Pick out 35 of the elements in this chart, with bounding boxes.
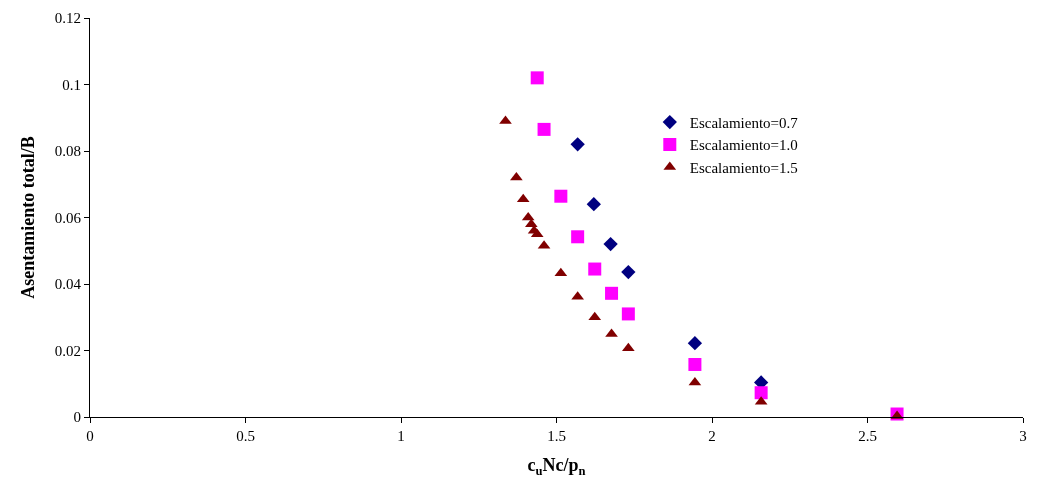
point <box>554 189 568 203</box>
x-tick-label: 1.5 <box>547 428 566 444</box>
y-tick-label: 0.02 <box>54 342 81 359</box>
point <box>754 386 768 400</box>
point <box>605 286 619 300</box>
y-tick-label: 0.1 <box>62 76 81 93</box>
x-tick-label: 2.5 <box>858 428 877 444</box>
point <box>687 336 703 351</box>
y-tick-label: 0 <box>73 409 81 426</box>
x-tick-label: 2 <box>708 428 716 444</box>
legend-label: Escalamiento=0.7 <box>689 114 799 131</box>
point <box>571 230 585 244</box>
y-axis-title: Asentamiento total/B <box>17 136 38 299</box>
point <box>621 307 635 321</box>
point <box>688 357 702 371</box>
point <box>554 267 568 277</box>
point <box>603 236 618 252</box>
point <box>537 122 551 136</box>
x-axis-title: c$_{u}$Nc/p$_{n}$ <box>527 455 586 478</box>
point <box>570 137 585 152</box>
x-tick-label: 0 <box>86 428 94 444</box>
legend-label: Escalamiento=1.0 <box>689 137 798 154</box>
point <box>588 262 602 276</box>
y-tick-label: 0.12 <box>54 10 81 27</box>
x-tick-label: 0.5 <box>236 428 255 444</box>
legend-label: Escalamiento=1.5 <box>689 159 798 176</box>
point <box>530 71 544 85</box>
y-tick-label: 0.04 <box>54 276 82 293</box>
x-tick-label: 1 <box>397 428 405 444</box>
y-tick-label: 0.08 <box>54 143 81 160</box>
y-tick-label: 0.06 <box>54 209 82 226</box>
point <box>688 376 702 386</box>
x-tick-label: 3 <box>1019 428 1027 444</box>
point <box>586 197 601 212</box>
point <box>621 264 636 280</box>
